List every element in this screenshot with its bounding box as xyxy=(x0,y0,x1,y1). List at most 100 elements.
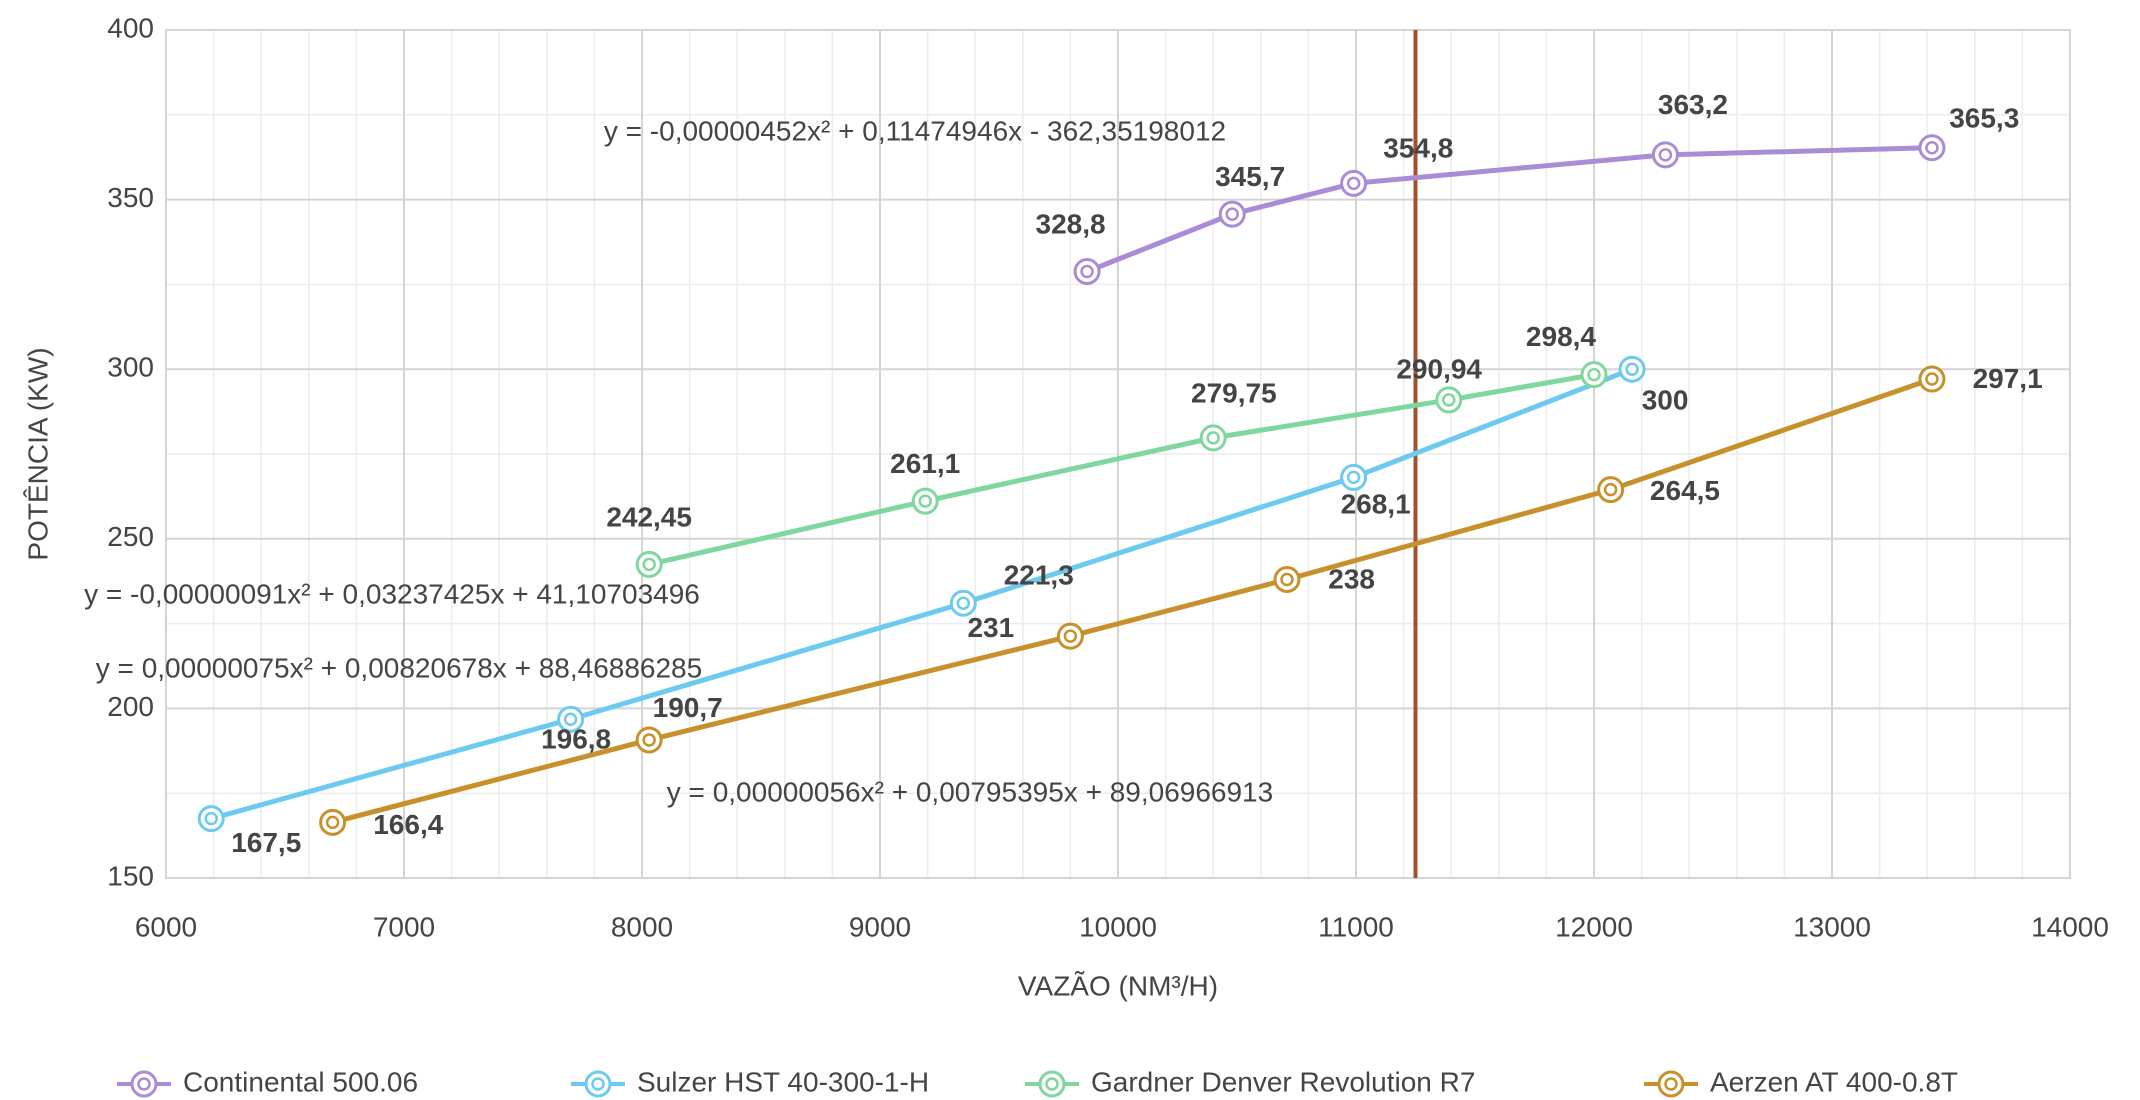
data-point xyxy=(1918,134,1946,162)
data-point xyxy=(1199,424,1227,452)
y-tick-label: 400 xyxy=(107,12,154,43)
y-tick-label: 300 xyxy=(107,352,154,383)
marker-inner xyxy=(1045,1077,1059,1091)
data-point xyxy=(1340,169,1368,197)
y-tick-label: 250 xyxy=(107,521,154,552)
marker-outer xyxy=(949,589,977,617)
marker-outer xyxy=(1597,476,1625,504)
data-point xyxy=(1056,622,1084,650)
data-label: 345,7 xyxy=(1215,161,1285,192)
marker-inner xyxy=(1925,140,1939,155)
data-label: 242,45 xyxy=(606,501,692,532)
x-tick-label: 7000 xyxy=(373,911,435,942)
marker-outer xyxy=(911,487,939,515)
data-label: 196,8 xyxy=(541,724,611,755)
data-point xyxy=(1273,566,1301,594)
x-tick-label: 14000 xyxy=(2031,911,2109,942)
x-tick-label: 9000 xyxy=(849,911,911,942)
x-axis-title: VAZÃO (NM³/H) xyxy=(1018,970,1218,1001)
marker-inner xyxy=(1063,629,1078,643)
marker-outer xyxy=(1657,1070,1685,1098)
marker-inner xyxy=(591,1077,605,1091)
marker-outer xyxy=(1218,200,1246,228)
data-label: 297,1 xyxy=(1973,363,2043,394)
y-axis-title: POTÊNCIA (KW) xyxy=(22,347,53,560)
marker-inner xyxy=(1658,148,1673,162)
data-point xyxy=(557,705,585,733)
legend-label: Aerzen AT 400-0.8T xyxy=(1710,1066,1958,1097)
legend-marker xyxy=(584,1070,612,1098)
marker-outer xyxy=(1435,386,1463,414)
marker-inner xyxy=(137,1077,151,1091)
data-label: 167,5 xyxy=(231,827,301,858)
x-tick-label: 10000 xyxy=(1079,911,1157,942)
data-label: 166,4 xyxy=(373,809,443,840)
y-tick-label: 200 xyxy=(107,691,154,722)
series-line xyxy=(331,376,1933,825)
marker-inner xyxy=(1080,264,1094,279)
y-tick-label: 350 xyxy=(107,182,154,213)
data-label: 190,7 xyxy=(653,692,723,723)
data-point xyxy=(1435,386,1463,414)
marker-outer xyxy=(1918,134,1946,162)
marker-outer xyxy=(1199,424,1227,452)
data-label: 221,3 xyxy=(1004,559,1074,590)
legend-label: Continental 500.06 xyxy=(183,1066,418,1097)
marker-outer xyxy=(1580,361,1608,389)
data-point xyxy=(1580,361,1608,389)
marker-inner xyxy=(325,815,340,830)
trendline-equation: y = 0,00000056x² + 0,00795395x + 89,0696… xyxy=(667,776,1273,807)
marker-inner xyxy=(204,811,218,826)
marker-inner xyxy=(563,712,578,727)
legend-label: Sulzer HST 40-300-1-H xyxy=(637,1066,929,1097)
marker-inner xyxy=(1206,431,1220,445)
data-label: 290,94 xyxy=(1396,353,1482,384)
data-label: 264,5 xyxy=(1650,475,1720,506)
marker-inner xyxy=(1664,1077,1678,1091)
data-label: 354,8 xyxy=(1383,133,1453,164)
data-point xyxy=(635,726,663,754)
marker-outer xyxy=(557,705,585,733)
trendline-equation: y = -0,00000091x² + 0,03237425x + 41,107… xyxy=(84,578,700,609)
data-label: 328,8 xyxy=(1036,208,1106,239)
marker-outer xyxy=(319,808,347,836)
data-point xyxy=(635,550,663,578)
marker-inner xyxy=(1603,482,1618,497)
legend-marker xyxy=(130,1070,158,1098)
marker-inner xyxy=(1280,572,1294,587)
data-label: 363,2 xyxy=(1658,89,1728,120)
marker-outer xyxy=(1651,141,1679,169)
data-label: 261,1 xyxy=(890,448,960,479)
marker-inner xyxy=(1587,367,1601,382)
marker-inner xyxy=(1925,372,1939,386)
legend-label: Gardner Denver Revolution R7 xyxy=(1091,1066,1475,1097)
trendline-equation: y = -0,00000452x² + 0,11474946x - 362,35… xyxy=(604,115,1226,146)
data-point xyxy=(1918,365,1946,393)
trendline-equation: y = 0,00000075x² + 0,00820678x + 88,4688… xyxy=(96,652,702,683)
marker-outer xyxy=(1273,566,1301,594)
data-point xyxy=(949,589,977,617)
data-label: 365,3 xyxy=(1949,103,2019,134)
marker-outer xyxy=(1340,463,1368,491)
data-label: 238 xyxy=(1328,563,1375,594)
marker-outer xyxy=(584,1070,612,1098)
marker-inner xyxy=(1346,470,1361,485)
marker-inner xyxy=(1625,362,1639,376)
x-tick-label: 12000 xyxy=(1555,911,1633,942)
marker-outer xyxy=(635,726,663,754)
marker-outer xyxy=(1618,355,1646,383)
marker-outer xyxy=(197,805,225,833)
data-point xyxy=(1218,200,1246,228)
data-label: 231 xyxy=(967,612,1014,643)
data-point xyxy=(1340,463,1368,491)
data-point xyxy=(319,808,347,836)
data-label: 300 xyxy=(1642,385,1689,416)
marker-inner xyxy=(642,557,656,572)
data-point xyxy=(1597,476,1625,504)
x-tick-label: 13000 xyxy=(1793,911,1871,942)
marker-outer xyxy=(1038,1070,1066,1098)
data-point xyxy=(197,805,225,833)
marker-outer xyxy=(1073,258,1101,286)
legend-marker xyxy=(1038,1070,1066,1098)
